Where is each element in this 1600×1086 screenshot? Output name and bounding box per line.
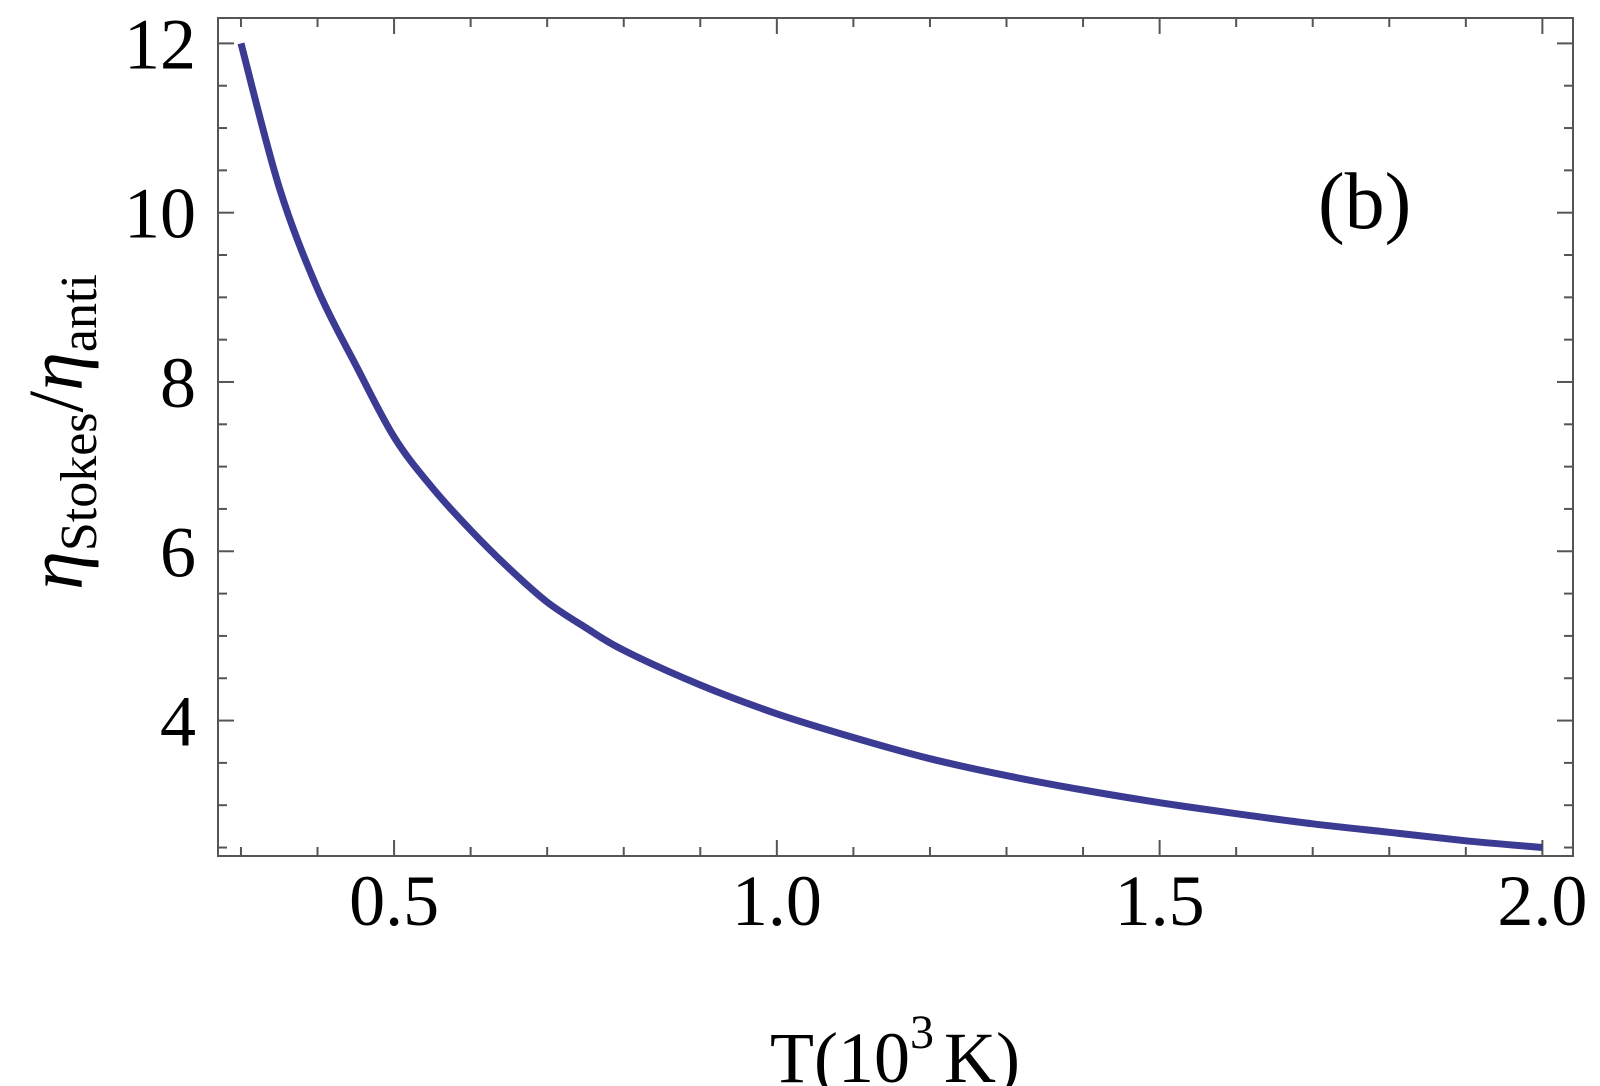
y-tick-label: 4 (160, 682, 196, 762)
x-axis-title-suffix: K) (944, 1018, 1020, 1086)
y-axis-title-sub-2: anti (51, 274, 108, 352)
x-tick-labels: 0.5 1.0 1.5 2.0 (349, 861, 1587, 941)
plot-frame (217, 17, 1574, 857)
y-axis-title: ηStokes/ηanti (12, 274, 108, 590)
tick-marks (218, 18, 1573, 856)
x-tick-label: 0.5 (349, 861, 439, 941)
panel-label: (b) (1318, 158, 1411, 246)
y-tick-label: 6 (160, 512, 196, 592)
y-tick-label: 12 (124, 4, 196, 84)
x-tick-label: 2.0 (1497, 861, 1587, 941)
y-axis-title-sub-1: Stokes (51, 412, 108, 551)
x-tick-label: 1.5 (1115, 861, 1205, 941)
x-tick-label: 1.0 (732, 861, 822, 941)
y-tick-labels: 4 6 8 10 12 (124, 4, 196, 761)
x-axis-title-prefix: T( (770, 1018, 838, 1086)
x-axis-title-base: 10 (838, 1018, 910, 1086)
data-curve (237, 42, 1543, 851)
y-tick-label: 8 (160, 343, 196, 423)
x-axis-title-exponent: 3 (910, 1006, 934, 1059)
y-axis-title-separator: / (12, 390, 99, 412)
y-tick-label: 10 (124, 174, 196, 254)
y-axis-title-eta-2: η (12, 352, 99, 391)
y-axis-title-eta-1: η (12, 551, 99, 590)
x-axis-title: T(103 K) (770, 1006, 1020, 1086)
